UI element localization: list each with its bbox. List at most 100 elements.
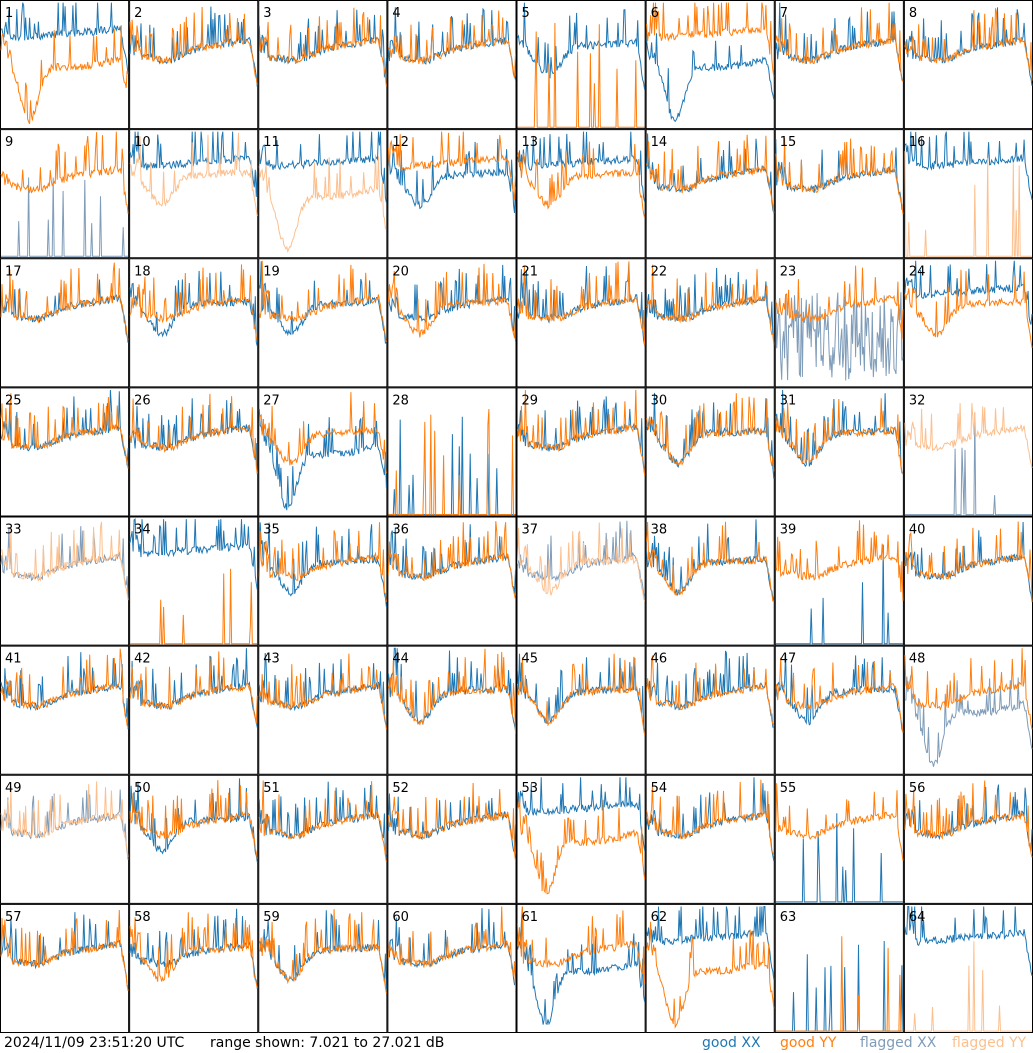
yy-series-line [775, 265, 904, 340]
antenna-number: 53 [522, 781, 539, 796]
antenna-number: 1 [5, 6, 13, 21]
antenna-number: 2 [134, 6, 142, 21]
yy-series-line [258, 7, 387, 87]
antenna-panel: 6 [645, 0, 775, 130]
xx-series-line [517, 2, 646, 90]
xx-series-line [129, 270, 258, 347]
yy-series-line [517, 22, 645, 128]
panel-frame [258, 645, 388, 775]
antenna-number: 22 [651, 264, 668, 279]
antenna-number: 9 [5, 135, 13, 150]
yy-series-line [0, 25, 129, 125]
antenna-panel: 55 [774, 774, 904, 904]
antenna-number: 49 [5, 781, 22, 796]
antenna-number: 40 [909, 523, 926, 538]
antenna-number: 45 [522, 652, 539, 667]
antenna-panel: 52 [387, 774, 517, 904]
antenna-panel: 22 [645, 258, 775, 388]
yy-series-line [129, 264, 258, 341]
yy-series-line [129, 651, 258, 724]
yy-series-line [646, 521, 774, 602]
antenna-number: 37 [522, 523, 539, 538]
yy-series-line [646, 134, 775, 214]
antenna-panel: 7 [774, 0, 904, 130]
antenna-number: 32 [909, 393, 926, 408]
xx-series-line [646, 650, 774, 728]
panel-frame [258, 387, 388, 517]
antenna-number: 20 [392, 264, 409, 279]
antenna-panel: 54 [645, 774, 775, 904]
antenna-panel: 9 [0, 129, 130, 259]
antenna-number: 3 [263, 6, 271, 21]
yy-series-line [258, 522, 387, 603]
antenna-panel: 31 [774, 387, 904, 517]
panel-frame [0, 774, 130, 904]
yy-series-line [904, 780, 1033, 858]
antenna-panel: 17 [0, 258, 130, 388]
panel-frame [774, 903, 904, 1033]
xx-series-line [387, 647, 516, 731]
antenna-number: 48 [909, 652, 926, 667]
yy-series-line [129, 132, 258, 217]
antenna-panel: 38 [645, 516, 775, 646]
yy-series-line [129, 6, 258, 85]
antenna-number: 15 [780, 135, 797, 150]
antenna-number: 55 [780, 781, 797, 796]
antenna-panel: 50 [129, 774, 259, 904]
timestamp: 2024/11/09 23:51:20 UTC [4, 1035, 185, 1051]
yy-series-line [130, 568, 258, 645]
yy-series-line [0, 521, 129, 601]
antenna-panel: 62 [645, 903, 775, 1033]
xx-series-line [129, 778, 258, 863]
panel-frame [516, 516, 646, 646]
antenna-number: 29 [522, 393, 539, 408]
xx-series-line [904, 412, 1032, 516]
xx-series-line [517, 263, 646, 346]
antenna-number: 6 [651, 6, 659, 21]
yy-series-line [387, 131, 516, 200]
antenna-number: 39 [780, 523, 797, 538]
panel-frame [258, 0, 388, 130]
yy-series-line [0, 262, 129, 341]
antenna-panel: 21 [516, 258, 646, 388]
yy-series-line [517, 141, 646, 219]
xx-series-line [646, 33, 775, 123]
yy-series-line [646, 393, 775, 472]
antenna-panel: 30 [645, 387, 775, 517]
yy-series-line [258, 780, 387, 863]
xx-series-line [387, 138, 516, 213]
antenna-panel: 56 [903, 774, 1033, 904]
xx-series-line [775, 653, 904, 733]
antenna-number: 50 [134, 781, 151, 796]
yy-series-line [904, 941, 1032, 1032]
antenna-number: 27 [263, 393, 280, 408]
antenna-number: 61 [522, 910, 539, 925]
xx-series-line [1, 177, 129, 257]
xx-series-line [904, 906, 1033, 976]
yy-series-line [775, 936, 903, 1032]
yy-series-line [387, 648, 516, 734]
antenna-number: 34 [134, 523, 151, 538]
yy-series-line [0, 131, 129, 214]
yy-series-line [129, 912, 258, 989]
antenna-panel: 47 [774, 645, 904, 775]
antenna-panel: 48 [903, 645, 1033, 775]
panel-frame [516, 387, 646, 517]
antenna-panel: 41 [0, 645, 130, 775]
antenna-panel: 24 [903, 258, 1033, 388]
xx-series-line [904, 131, 1033, 200]
antenna-panel: 60 [387, 903, 517, 1033]
panel-frame [129, 0, 259, 130]
yy-series-line [904, 403, 1033, 469]
antenna-panel: 27 [258, 387, 388, 517]
antenna-number: 58 [134, 910, 151, 925]
xx-series-line [517, 777, 646, 851]
antenna-number: 56 [909, 781, 926, 796]
antenna-number: 57 [5, 910, 22, 925]
yy-series-line [775, 138, 904, 215]
antenna-number: 10 [134, 135, 151, 150]
antenna-panel: 53 [516, 774, 646, 904]
range-label: range shown: 7.021 to 27.021 dB [210, 1035, 445, 1051]
yy-series-line [646, 264, 775, 345]
